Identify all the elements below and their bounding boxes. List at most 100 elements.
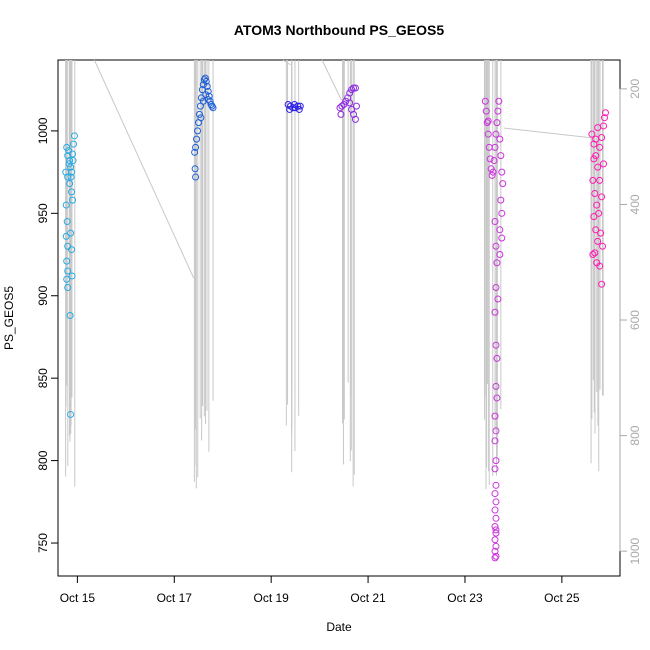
data-point <box>597 229 605 237</box>
data-point <box>492 542 500 550</box>
x-tick-label: Oct 17 <box>157 591 193 605</box>
data-point <box>209 104 217 112</box>
data-point <box>64 267 72 275</box>
x-tick-label: Oct 25 <box>544 591 580 605</box>
data-point <box>68 246 76 254</box>
data-point <box>588 130 596 138</box>
data-point <box>201 74 209 82</box>
y-axis-label: PS_GEOS5 <box>2 286 16 350</box>
data-point <box>488 171 496 179</box>
data-point <box>192 173 200 181</box>
data-point <box>596 143 604 151</box>
data-point <box>492 529 500 537</box>
data-point <box>200 76 208 84</box>
data-point <box>493 354 501 362</box>
data-point <box>194 127 202 135</box>
data-point <box>591 249 599 257</box>
profile-connector-line <box>503 127 594 139</box>
data-point <box>496 251 504 259</box>
data-point <box>491 412 499 420</box>
data-point <box>191 148 199 156</box>
data-point <box>483 119 491 127</box>
data-point <box>497 152 505 160</box>
data-point <box>593 201 601 209</box>
y-tick-label: 950 <box>36 203 50 223</box>
y-tick-label: 750 <box>36 533 50 553</box>
data-point <box>70 132 78 140</box>
data-point <box>199 97 207 105</box>
data-point <box>594 237 602 245</box>
data-point <box>68 188 76 196</box>
data-point <box>202 77 210 85</box>
data-point <box>69 157 77 165</box>
data-point <box>64 284 72 292</box>
right-y-tick-label: 1000 <box>628 537 642 564</box>
data-point <box>493 394 501 402</box>
data-point <box>192 143 200 151</box>
data-point <box>491 506 499 514</box>
y-tick-label: 800 <box>36 450 50 470</box>
data-point <box>594 163 602 171</box>
data-point <box>596 262 604 270</box>
data-point <box>294 102 302 110</box>
data-point <box>350 84 358 92</box>
data-point <box>68 272 76 280</box>
x-axis: Oct 15 Oct 17 Oct 19 Oct 21 Oct 23 Oct 25 <box>60 575 580 605</box>
data-point <box>601 109 609 117</box>
data-point <box>493 119 501 127</box>
data-point <box>346 99 354 107</box>
x-axis-label: Date <box>326 620 352 634</box>
data-point <box>491 547 499 555</box>
data-point <box>205 92 213 100</box>
data-point <box>69 150 77 158</box>
right-y-tick-label: 800 <box>628 425 642 445</box>
data-point <box>193 135 201 143</box>
data-point <box>484 130 492 138</box>
data-point <box>195 110 203 118</box>
data-point <box>598 193 606 201</box>
data-point <box>494 107 502 115</box>
data-point <box>492 498 500 506</box>
profile-connector-line <box>321 59 342 101</box>
data-point <box>491 218 499 226</box>
data-point <box>62 201 70 209</box>
data-point <box>66 157 74 165</box>
data-point <box>63 257 71 265</box>
x-tick-label: Oct 15 <box>60 591 96 605</box>
x-tick-label: Oct 21 <box>350 591 386 605</box>
chart-title: ATOM3 Northbound PS_GEOS5 <box>234 22 444 38</box>
data-point <box>63 218 71 226</box>
data-point <box>598 133 606 141</box>
data-points <box>62 74 609 562</box>
data-point <box>203 82 211 90</box>
data-point <box>598 280 606 288</box>
data-point <box>589 251 597 259</box>
data-point <box>67 163 75 171</box>
data-point <box>590 213 598 221</box>
y-tick-label: 1000 <box>36 117 50 144</box>
data-point <box>594 124 602 132</box>
data-point <box>498 168 506 176</box>
data-point <box>337 110 345 118</box>
data-point <box>491 523 499 531</box>
data-point <box>491 308 499 316</box>
data-point <box>191 165 199 173</box>
data-point <box>492 481 500 489</box>
data-point <box>491 490 499 498</box>
data-point <box>496 135 504 143</box>
x-tick-label: Oct 19 <box>253 591 289 605</box>
data-point <box>596 176 604 184</box>
data-point <box>64 173 72 181</box>
data-point <box>491 465 499 473</box>
data-point <box>498 209 506 217</box>
right-y-tick-label: 600 <box>628 310 642 330</box>
data-point <box>493 259 501 267</box>
data-point <box>482 107 490 115</box>
data-point <box>492 552 500 560</box>
data-point <box>492 341 500 349</box>
right-y-tick-label: 200 <box>628 79 642 99</box>
right-y-tick-label: 400 <box>628 194 642 214</box>
data-point <box>492 284 500 292</box>
data-point <box>491 536 499 544</box>
